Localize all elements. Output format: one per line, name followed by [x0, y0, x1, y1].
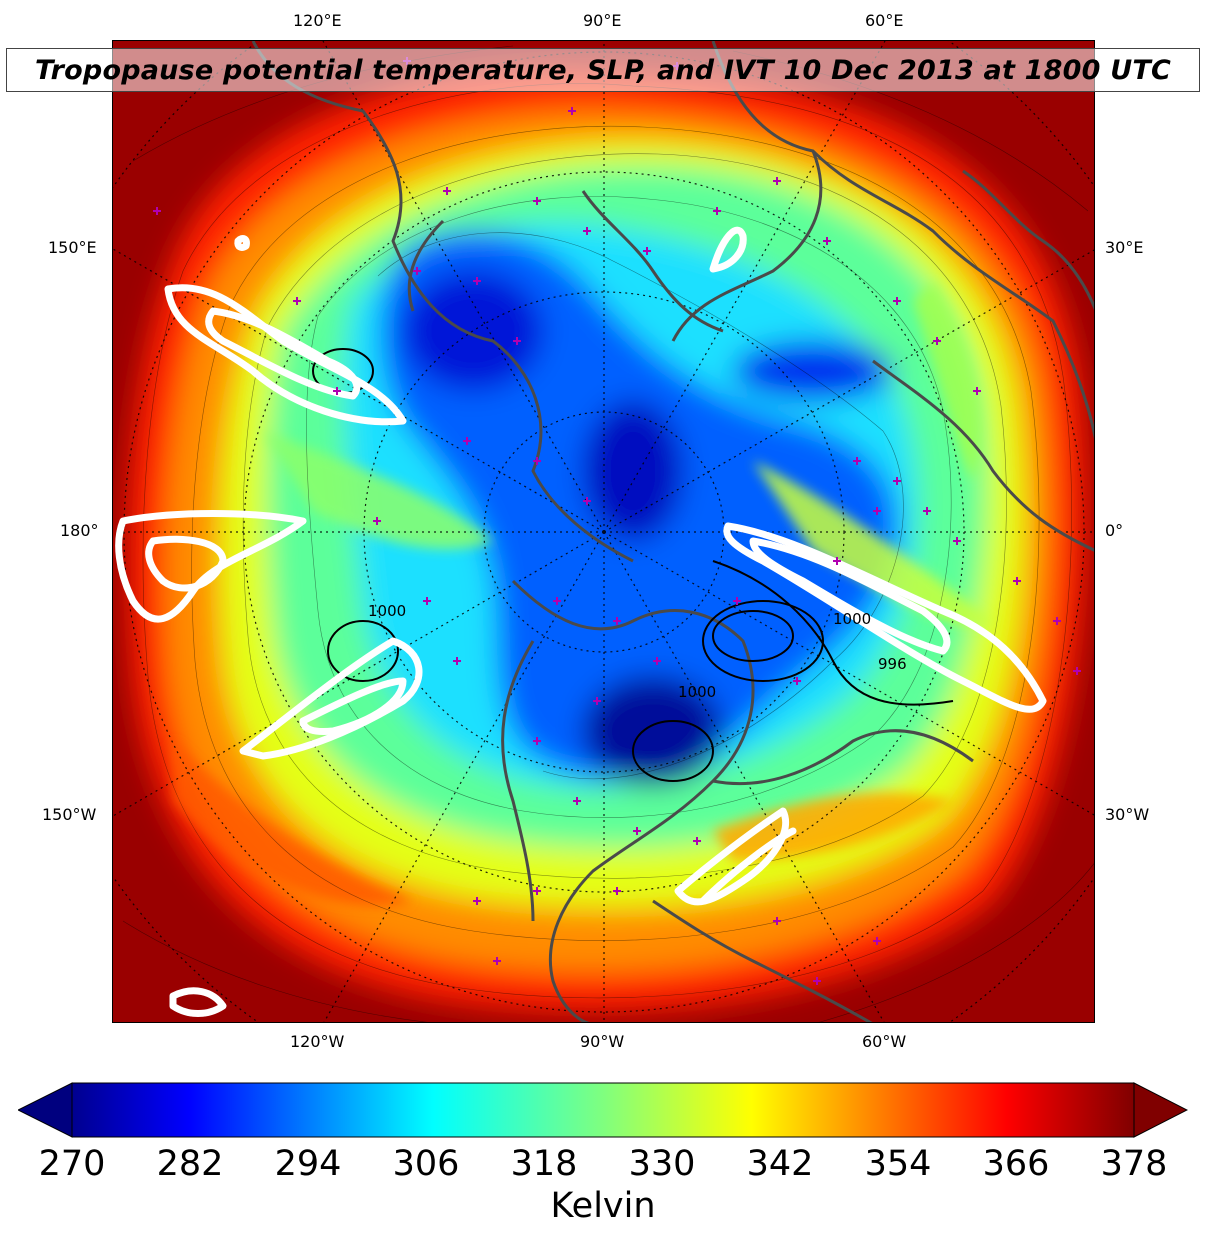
- colorbar: [16, 1082, 1189, 1140]
- slp-label: 1000: [833, 610, 871, 628]
- ivt-contours: [115, 226, 1047, 1017]
- graticule: [113, 41, 1094, 1022]
- map-svg: 1000 996 1000 1000: [113, 41, 1094, 1022]
- lon-label-bottom-1: 120°W: [290, 1032, 345, 1051]
- lon-label-top-3: 60°E: [865, 11, 904, 30]
- map-panel: 1000 996 1000 1000: [112, 40, 1095, 1023]
- slp-label: 996: [878, 655, 907, 673]
- colorbar-units: Kelvin: [550, 1186, 656, 1226]
- lon-label-right-2: 0°: [1105, 521, 1124, 540]
- lon-label-top-1: 120°E: [293, 11, 342, 30]
- colorbar-svg: [16, 1082, 1189, 1138]
- colorbar-tick: 354: [864, 1144, 932, 1184]
- temperature-detail: [173, 281, 993, 906]
- lon-label-left-3: 150°W: [42, 805, 97, 824]
- lon-label-bottom-2: 90°W: [580, 1032, 625, 1051]
- colorbar-tick: 270: [38, 1144, 106, 1184]
- colorbar-tick: 306: [392, 1144, 460, 1184]
- lon-label-right-1: 30°E: [1105, 238, 1144, 257]
- colorbar-tick: 318: [510, 1144, 578, 1184]
- colorbar-tick: 366: [982, 1144, 1050, 1184]
- title-box: Tropopause potential temperature, SLP, a…: [6, 48, 1200, 92]
- lon-label-top-2: 90°E: [583, 11, 622, 30]
- lon-label-right-3: 30°W: [1105, 805, 1150, 824]
- station-markers: [153, 57, 1081, 985]
- colorbar-tick: 294: [274, 1144, 342, 1184]
- lon-label-bottom-3: 60°W: [862, 1032, 907, 1051]
- coastlines: [251, 41, 1094, 1022]
- lon-label-left-1: 150°E: [48, 238, 97, 257]
- colorbar-tick: 330: [628, 1144, 696, 1184]
- colorbar-extend-low: [16, 1082, 73, 1138]
- map-title: Tropopause potential temperature, SLP, a…: [35, 54, 1171, 86]
- colorbar-tick: 342: [746, 1144, 814, 1184]
- slp-label: 1000: [678, 683, 716, 701]
- colorbar-extend-high: [1133, 1082, 1189, 1138]
- slp-labels: 1000 996 1000 1000: [368, 602, 907, 701]
- colorbar-gradient: [71, 1082, 1135, 1138]
- slp-label: 1000: [368, 602, 406, 620]
- colorbar-tick: 282: [156, 1144, 224, 1184]
- colorbar-tick: 378: [1100, 1144, 1168, 1184]
- lon-label-left-2: 180°: [60, 521, 99, 540]
- slp-contours: [312, 348, 954, 782]
